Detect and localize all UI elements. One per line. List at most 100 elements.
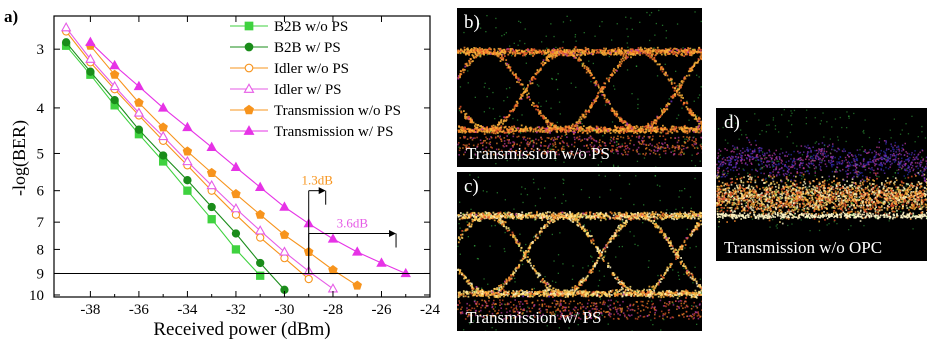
series-layer bbox=[60, 22, 411, 294]
panel-label: a) bbox=[4, 7, 18, 26]
eye-caption-b: Transmission w/o PS bbox=[466, 144, 610, 163]
series-path bbox=[89, 45, 358, 287]
data-point bbox=[206, 179, 217, 190]
legend-entry: B2B w/o PS bbox=[230, 19, 348, 35]
legend-entry: Transmission w/ PS bbox=[230, 124, 394, 140]
x-tick-label: -30 bbox=[274, 302, 294, 318]
data-point bbox=[182, 155, 193, 166]
y-tick-label: 9 bbox=[37, 266, 45, 282]
y-tick-label: 5 bbox=[37, 146, 45, 162]
data-point bbox=[352, 246, 363, 256]
legend-entry: B2B w/ PS bbox=[230, 40, 341, 56]
data-point bbox=[109, 59, 120, 70]
legend-label: Transmission w/o PS bbox=[274, 103, 401, 119]
data-point bbox=[279, 201, 290, 211]
panel-label-b: b) bbox=[464, 12, 480, 33]
data-point bbox=[256, 233, 265, 242]
data-point bbox=[85, 36, 96, 46]
series-line bbox=[61, 38, 289, 294]
legend-label: Idler w/ PS bbox=[274, 82, 342, 98]
data-point bbox=[207, 215, 216, 224]
data-point bbox=[134, 125, 144, 134]
ber-chart: -38 -36 -34 -32 -30 -28 -26 -24 3 4 5 6 7 8 9 10 1.3dB 3… bbox=[4, 7, 440, 340]
ticks-layer: -38 -36 -34 -32 -30 -28 -26 -24 3 4 5 6 7 8 9 10 bbox=[29, 16, 440, 318]
eye-caption-d: Transmission w/o OPC bbox=[724, 238, 883, 257]
data-point bbox=[279, 246, 290, 256]
plot-area: -38 -36 -34 -32 -30 -28 -26 -24 3 4 5 6 7 8 9 10 1.3dB 3… bbox=[29, 15, 440, 318]
series-path bbox=[90, 41, 406, 275]
data-point bbox=[327, 233, 339, 243]
data-point bbox=[244, 42, 254, 52]
data-point bbox=[255, 209, 265, 219]
annotation-label: 1.3dB bbox=[301, 173, 333, 188]
data-point bbox=[206, 141, 217, 151]
data-point bbox=[159, 151, 168, 160]
data-point bbox=[231, 245, 241, 254]
legend-entry: Idler w/o PS bbox=[230, 61, 349, 77]
data-point bbox=[243, 125, 255, 135]
x-tick-label: -26 bbox=[371, 302, 391, 318]
data-point bbox=[254, 181, 266, 191]
data-point bbox=[256, 258, 265, 268]
data-point bbox=[254, 225, 266, 235]
x-tick-label: -38 bbox=[80, 302, 100, 318]
data-point bbox=[376, 257, 387, 267]
series-line bbox=[60, 22, 339, 293]
x-axis-label: Received power (dBm) bbox=[153, 319, 330, 340]
series-path bbox=[65, 41, 285, 291]
data-point bbox=[109, 80, 120, 91]
data-point bbox=[182, 146, 193, 156]
data-point bbox=[109, 69, 120, 79]
data-point bbox=[157, 102, 169, 112]
x-tick-label: -24 bbox=[420, 302, 440, 318]
data-point bbox=[157, 130, 169, 141]
data-point bbox=[244, 63, 254, 73]
legend-label: Idler w/o PS bbox=[274, 61, 349, 77]
annotation-layer: 1.3dB 3.6dB bbox=[301, 173, 397, 274]
y-tick-label: 7 bbox=[37, 215, 45, 231]
series-line bbox=[61, 41, 265, 280]
x-tick-label: -34 bbox=[177, 302, 197, 318]
data-point bbox=[133, 80, 145, 91]
data-point bbox=[61, 38, 71, 47]
y-tick-label: 10 bbox=[29, 288, 44, 304]
data-point bbox=[352, 280, 362, 290]
data-point bbox=[206, 167, 217, 177]
data-point bbox=[230, 161, 242, 171]
data-point bbox=[400, 267, 411, 278]
data-point bbox=[231, 189, 241, 199]
x-tick-label: -32 bbox=[226, 302, 246, 318]
y-tick-label: 3 bbox=[37, 42, 45, 58]
legend-entry: Transmission w/o PS bbox=[230, 103, 401, 119]
x-tick-label: -28 bbox=[323, 302, 343, 318]
data-point bbox=[85, 53, 96, 63]
data-point bbox=[133, 107, 145, 117]
data-point bbox=[230, 202, 242, 213]
y-tick-label: 4 bbox=[37, 101, 45, 117]
x-tick-label: -36 bbox=[129, 302, 149, 318]
y-axis-label: -log(BER) bbox=[9, 120, 30, 196]
series-line bbox=[85, 36, 411, 278]
panel-label-d: d) bbox=[724, 112, 740, 133]
eye-diagram-b: b) Transmission w/o PS bbox=[457, 8, 702, 167]
data-point bbox=[327, 283, 339, 293]
data-point bbox=[183, 186, 192, 195]
data-point bbox=[256, 271, 265, 280]
panel-label-c: c) bbox=[464, 176, 479, 197]
data-point bbox=[243, 83, 255, 93]
data-point bbox=[183, 176, 192, 185]
y-tick-label: 8 bbox=[37, 242, 45, 258]
data-point bbox=[158, 122, 168, 132]
eye-diagram-c: c) Transmission w/ PS bbox=[457, 172, 702, 331]
legend-label: B2B w/o PS bbox=[274, 19, 348, 35]
data-point bbox=[86, 67, 95, 76]
annotation-arrowhead bbox=[389, 229, 397, 237]
eye-diagram-d: d) Transmission w/o OPC bbox=[716, 108, 927, 261]
data-point bbox=[328, 265, 338, 275]
data-point bbox=[304, 274, 313, 284]
data-point bbox=[182, 121, 193, 132]
series-line bbox=[85, 40, 362, 290]
legend-label: B2B w/ PS bbox=[274, 40, 341, 56]
annotation-label: 3.6dB bbox=[337, 215, 369, 230]
data-point bbox=[110, 95, 119, 105]
